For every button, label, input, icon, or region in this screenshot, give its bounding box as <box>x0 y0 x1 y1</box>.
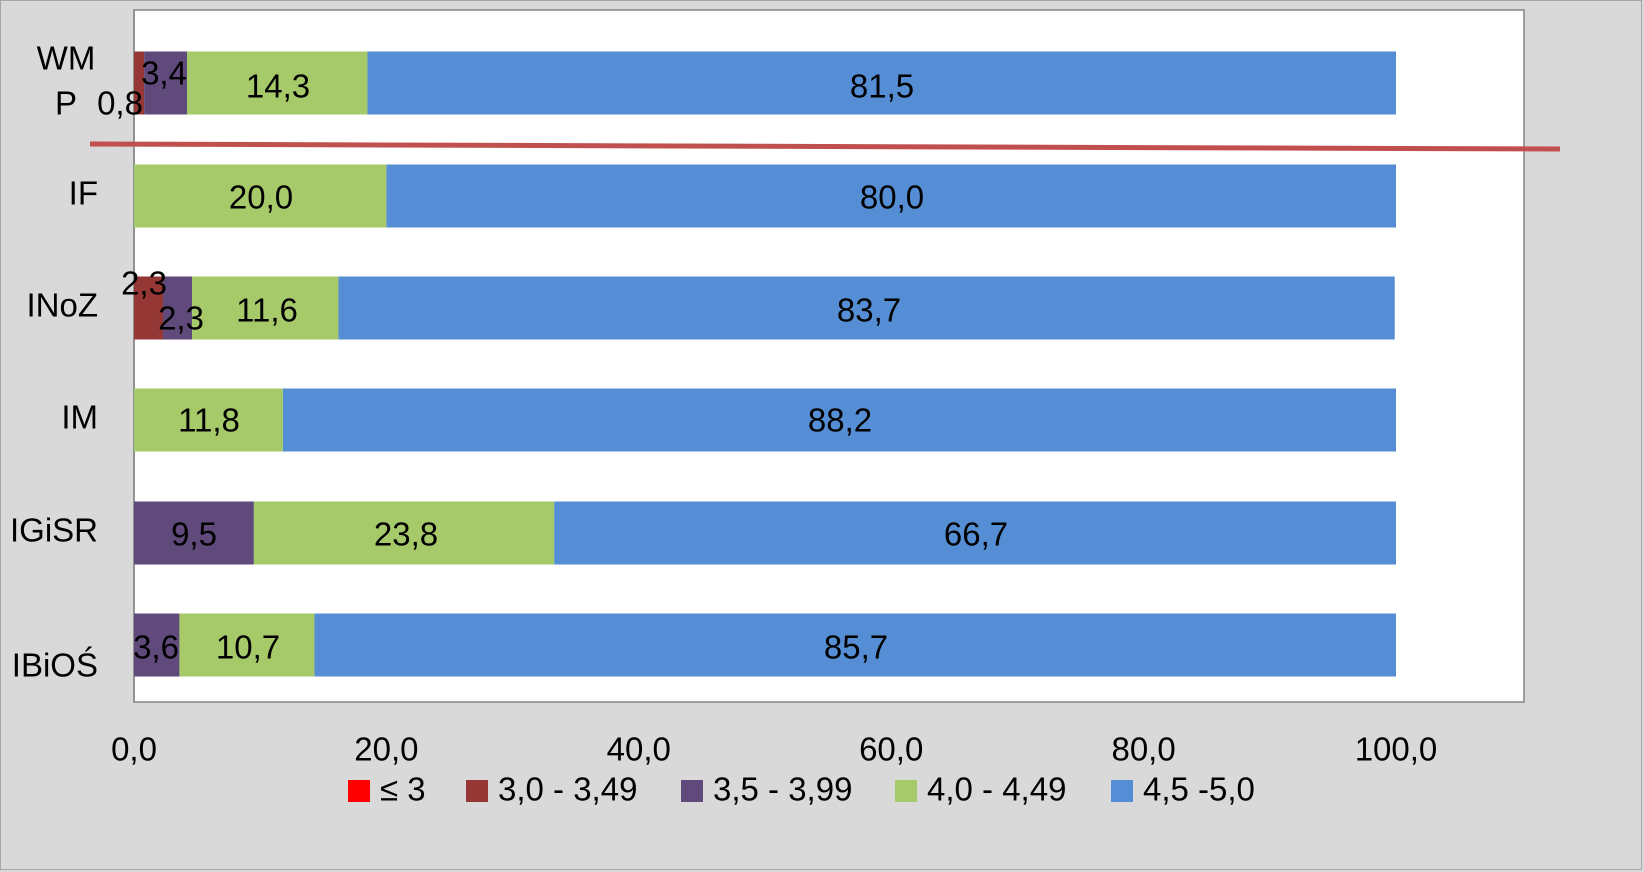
legend-swatch-0 <box>348 780 370 802</box>
separator-line <box>89 141 1561 152</box>
bar-inoz-series-4 <box>338 276 1395 340</box>
bar-igisr-series-3 <box>253 501 555 565</box>
legend-swatch-2 <box>681 780 703 802</box>
bar-inoz-series-2 <box>163 276 193 340</box>
data-label-5-4: 85,7 <box>824 629 888 666</box>
category-label-1: IF <box>69 175 98 212</box>
legend-label-0: ≤ 3 <box>380 771 426 808</box>
data-label-0-4: 81,5 <box>850 68 914 105</box>
bar-ibio--series-2 <box>134 613 180 677</box>
x-tick-label-2: 40,0 <box>607 731 671 768</box>
data-label-4-2: 9,5 <box>171 516 217 553</box>
data-label-0-1: 0,8 <box>97 85 143 122</box>
bar-if-series-4 <box>386 164 1396 228</box>
bar-inoz-series-1 <box>134 276 164 340</box>
category-label-4: IGiSR <box>10 512 98 549</box>
plot-area <box>133 9 1525 703</box>
data-label-4-4: 66,7 <box>944 516 1008 553</box>
bar-im-series-3 <box>134 388 283 452</box>
x-tick-label-4: 80,0 <box>1111 731 1175 768</box>
category-label-3: IM <box>61 399 98 436</box>
data-label-2-2: 2,3 <box>158 300 204 337</box>
legend-swatch-1 <box>466 780 488 802</box>
legend-label-2: 3,5 - 3,99 <box>713 771 852 808</box>
x-tick-label-0: 0,0 <box>111 731 157 768</box>
data-label-5-2: 3,6 <box>133 629 179 666</box>
data-label-2-4: 83,7 <box>837 292 901 329</box>
bar-ibio--series-3 <box>179 613 315 677</box>
bar-wm-p-series-1 <box>134 51 145 115</box>
x-tick-label-1: 20,0 <box>354 731 418 768</box>
bar-inoz-series-3 <box>192 276 339 340</box>
bar-im-series-4 <box>282 388 1396 452</box>
data-label-5-3: 10,7 <box>216 629 280 666</box>
data-label-0-2: 3,4 <box>141 55 187 92</box>
data-label-3-3: 11,8 <box>178 402 240 439</box>
data-label-3-4: 88,2 <box>808 402 872 439</box>
category-label-line-2: P <box>55 85 77 122</box>
data-label-4-3: 23,8 <box>374 516 438 553</box>
legend-label-3: 4,0 - 4,49 <box>927 771 1066 808</box>
bar-wm-p-series-3 <box>187 51 368 115</box>
legend-label-4: 4,5 -5,0 <box>1143 771 1255 808</box>
x-tick-label-3: 60,0 <box>859 731 923 768</box>
data-label-1-3: 20,0 <box>229 179 293 216</box>
category-label-line-1: WM <box>37 40 96 77</box>
data-label-0-3: 14,3 <box>246 68 310 105</box>
bar-wm-p-series-2 <box>144 51 188 115</box>
bar-ibio--series-4 <box>314 613 1396 677</box>
bar-igisr-series-2 <box>134 501 254 565</box>
bar-wm-p-series-4 <box>367 51 1397 115</box>
bar-if-series-3 <box>134 164 387 228</box>
x-tick-label-5: 100,0 <box>1355 731 1438 768</box>
data-label-2-3: 11,6 <box>236 292 298 329</box>
legend-swatch-3 <box>895 780 917 802</box>
data-label-1-4: 80,0 <box>860 179 924 216</box>
bar-igisr-series-4 <box>554 501 1396 565</box>
data-label-2-1: 2,3 <box>121 265 167 302</box>
category-label-5: IBiOŚ <box>12 646 98 684</box>
legend-swatch-4 <box>1111 780 1133 802</box>
legend-label-1: 3,0 - 3,49 <box>498 771 637 808</box>
category-label-2: INoZ <box>26 287 98 324</box>
